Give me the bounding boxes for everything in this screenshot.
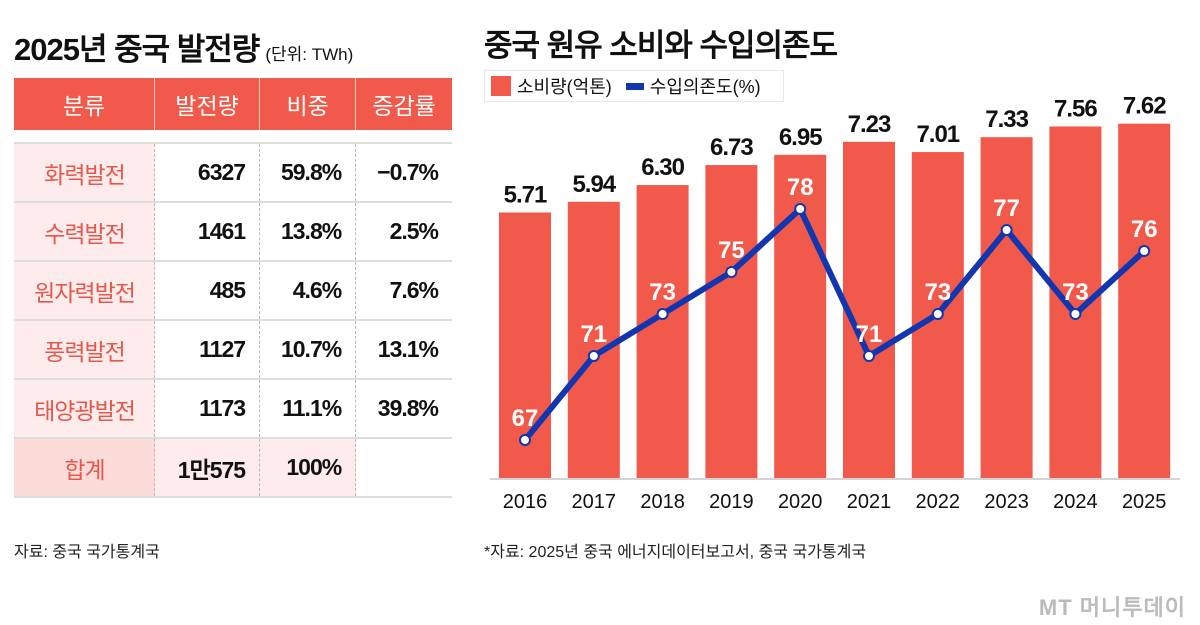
bar [567, 201, 620, 479]
table-cell: 59.8% [259, 142, 356, 203]
bar-value-label: 6.95 [779, 124, 822, 151]
table-row: 화력발전 6327 59.8% −0.7% [14, 142, 452, 203]
bar [1049, 126, 1102, 479]
chart-legend: 소비량(억톤) 수입의존도(%) [484, 70, 784, 102]
x-tick-label: 2019 [709, 491, 754, 513]
table-title: 2025년 중국 발전량 (단위: TWh) [14, 24, 353, 69]
table-cell: 1127 [153, 320, 260, 380]
table-cell: 합계 [14, 438, 155, 498]
line-point [725, 266, 738, 278]
line-point [794, 203, 807, 215]
table-cell: 풍력발전 [14, 320, 155, 380]
header-cell: 발전량 [153, 78, 260, 130]
x-tick-label: 2022 [916, 491, 961, 513]
table-cell: 13.8% [259, 202, 356, 262]
line-point [863, 350, 875, 362]
table-cell: 화력발전 [14, 142, 155, 203]
header-cell: 분류 [14, 78, 155, 130]
line-value-label: 75 [718, 237, 745, 264]
table-cell: 태양광발전 [14, 379, 155, 439]
legend-swatch-line [625, 82, 644, 90]
bar-value-label: 7.56 [1054, 95, 1097, 122]
line-point [931, 308, 944, 320]
line-value-label: 71 [856, 321, 883, 348]
bar-value-label: 5.94 [572, 171, 616, 198]
line-value-label: 73 [924, 279, 951, 306]
bar [705, 165, 758, 478]
x-tick-label: 2017 [572, 491, 617, 513]
header-cell: 비중 [259, 78, 356, 130]
unit-label: (단위: TWh) [265, 45, 354, 64]
power-generation-table: 분류 발전량 비중 증감률 화력발전 6327 59.8% −0.7% 수력발전 1461… [14, 78, 452, 498]
table-cell: 1173 [153, 379, 260, 439]
table-cell: 수력발전 [14, 202, 155, 262]
table-source: 자료: 중국 국가통계국 [14, 544, 160, 561]
bar [1118, 123, 1171, 479]
line-value-label: 73 [1062, 279, 1089, 306]
table-row: 풍력발전 1127 10.7% 13.1% [14, 320, 452, 380]
table-cell: 39.8% [355, 379, 452, 439]
table-cell: −0.7% [355, 142, 452, 203]
line-value-label: 76 [1131, 216, 1158, 243]
table-cell: 7.6% [355, 261, 452, 321]
x-tick-label: 2018 [640, 491, 685, 513]
table-cell: 10.7% [259, 320, 356, 380]
bar-value-label: 7.01 [916, 121, 959, 148]
dependency-line [522, 206, 1147, 442]
legend-label: 수입의존도(%) [649, 77, 761, 97]
table-row: 태양광발전 1173 11.1% 39.8% [14, 379, 452, 439]
bar-value-label: 7.23 [848, 111, 891, 138]
chart-source: *자료: 2025년 중국 에너지데이터보고서, 중국 국가통계국 [484, 544, 867, 561]
bar-value-label: 7.62 [1123, 93, 1166, 120]
line-point [656, 308, 669, 320]
x-tick-label: 2025 [1122, 491, 1167, 513]
table-total-row: 합계 1만575 100% [14, 438, 452, 498]
bar [980, 137, 1033, 478]
bar-value-label: 6.73 [710, 134, 753, 161]
legend-label: 소비량(억톤) [517, 77, 612, 97]
x-tick-label: 2020 [778, 491, 823, 513]
table-cell: 485 [153, 261, 260, 321]
line-point [587, 350, 600, 362]
line-point [1069, 308, 1082, 320]
line-value-label: 77 [993, 195, 1020, 222]
table-cell: 1461 [153, 202, 260, 262]
bar-value-label: 7.33 [985, 106, 1028, 133]
table-cell: 11.1% [259, 379, 356, 439]
line-value-label: 67 [512, 405, 539, 432]
table-row: 수력발전 1461 13.8% 2.5% [14, 202, 452, 262]
line-value-label: 78 [787, 174, 814, 201]
bar [843, 141, 895, 478]
bar-value-label: 6.30 [641, 154, 684, 181]
x-tick-label: 2016 [503, 491, 548, 513]
table-cell: 1만575 [153, 438, 260, 498]
bar [636, 185, 689, 479]
line-value-label: 71 [580, 321, 607, 348]
table-cell: 13.1% [355, 320, 452, 380]
x-tick-label: 2024 [1053, 491, 1098, 513]
table-cell: 2.5% [355, 202, 452, 262]
table-row: 원자력발전 485 4.6% 7.6% [14, 261, 452, 321]
header-cell: 증감률 [355, 78, 452, 130]
legend-swatch-bar [491, 76, 511, 96]
x-tick-label: 2021 [847, 491, 892, 513]
table-cell [355, 438, 452, 498]
x-tick-label: 2023 [984, 491, 1029, 513]
line-value-label: 73 [649, 279, 676, 306]
bar-value-label: 5.71 [504, 181, 547, 208]
line-point [519, 434, 531, 446]
bar [499, 212, 551, 479]
table-cell: 100% [259, 438, 356, 498]
table-cell: 6327 [153, 142, 260, 203]
line-point [1000, 224, 1013, 236]
table-header-row: 분류 발전량 비중 증감률 [14, 78, 452, 130]
chart-title: 중국 원유 소비와 수입의존도 [484, 28, 838, 63]
table-title-text: 2025년 중국 발전량 [14, 32, 260, 67]
table-cell: 4.6% [259, 261, 356, 321]
logo: MT 머니투데이 [1038, 595, 1186, 620]
table-cell: 원자력발전 [14, 261, 155, 321]
line-point [1138, 245, 1151, 257]
